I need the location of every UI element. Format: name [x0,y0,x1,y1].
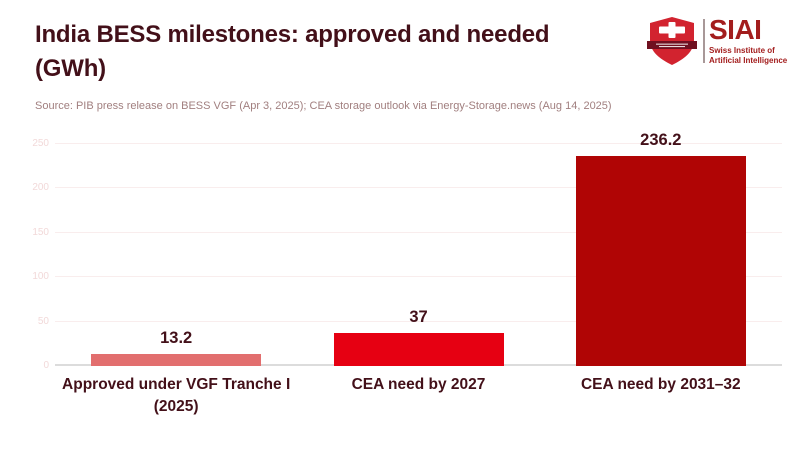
logo-acronym: SIAI [709,14,762,45]
source-note: Source: PIB press release on BESS VGF (A… [35,100,612,112]
y-tick-label-50: 50 [37,315,49,327]
bar-chart-plot-area: 0 50 100 150 200 250 13.2 Approved under VGF Tr… [32,131,782,415]
logo-divider [703,19,705,63]
bar-2 [333,333,504,366]
y-tick-label-250: 250 [32,138,49,149]
siai-logo: SIAI Swiss Institute of Artificial Intel… [646,14,796,66]
bar-value-label-2: 37 [409,308,428,327]
siai-shield-icon [647,17,697,65]
logo-subtitle-line1: Swiss Institute of [709,46,775,55]
x-category-label-2: CEA need by 2027 [351,376,486,393]
gridline-y-150 [55,231,782,233]
y-tick-label-100: 100 [32,271,49,283]
bar-3 [575,156,746,366]
y-tick-label-0: 0 [43,360,49,371]
x-category-label-1: Approved under VGF Tranche I (2025) [62,376,291,415]
logo-subtitle-line2: Artificial Intelligence [709,55,788,65]
y-tick-label-200: 200 [32,182,49,194]
bar-value-label-1: 13.2 [160,329,193,348]
logo-subtitle: Swiss Institute of Artificial Intelligen… [709,46,787,65]
gridline-y-100 [55,276,782,278]
bar-value-label-3: 236.2 [640,131,682,150]
swiss-cross-icon [659,22,685,38]
gridline-y-250 [55,143,782,144]
banner-text-glyph [656,43,688,45]
chart-title: India BESS milestones: approved and need… [35,21,550,82]
x-category-label-3: CEA need by 2031–32 [580,376,741,393]
gridline-y-200 [55,187,782,189]
y-tick-label-150: 150 [32,226,49,238]
banner-text-glyph [659,46,685,48]
bar-1 [91,354,262,366]
gridline-y-50 [55,320,782,322]
